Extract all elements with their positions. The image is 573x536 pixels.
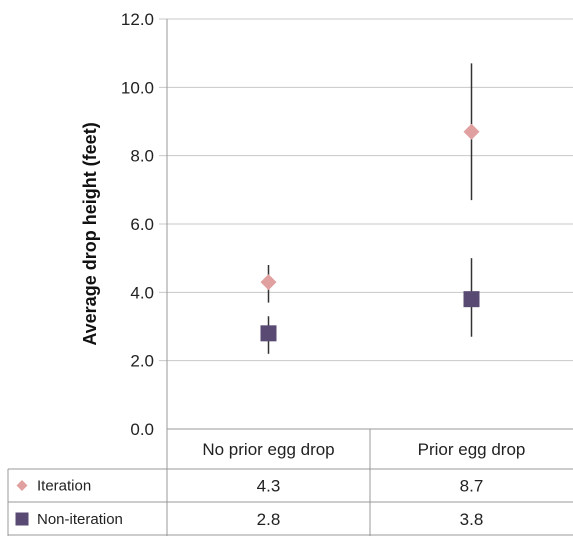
- y-tick-labels: 0.0 2.0 4.0 6.0 8.0 10.0 12.0: [121, 10, 154, 439]
- category-label: No prior egg drop: [202, 440, 334, 459]
- y-tick-label: 12.0: [121, 10, 154, 29]
- iteration-point: [260, 274, 277, 291]
- non-iteration-point: [463, 291, 480, 308]
- table-value: 4.3: [257, 477, 281, 496]
- gridlines: [159, 18, 573, 362]
- y-tick-label: 2.0: [130, 352, 154, 371]
- y-tick-label: 8.0: [130, 147, 154, 166]
- non-iteration-point: [260, 325, 277, 342]
- y-tick-label: 0.0: [130, 420, 154, 439]
- y-tick-label: 10.0: [121, 78, 154, 97]
- data-table: No prior egg drop Prior egg drop Iteration…: [7, 428, 573, 536]
- error-bars: [267, 63, 473, 354]
- y-axis-label: Average drop height (feet): [80, 122, 100, 345]
- table-value: 8.7: [460, 477, 484, 496]
- legend-label: Iteration: [37, 478, 91, 495]
- legend-key-iteration: [16, 480, 28, 491]
- iteration-point: [463, 123, 480, 140]
- table-value: 2.8: [257, 510, 281, 529]
- y-tick-label: 4.0: [130, 283, 154, 302]
- table-value: 3.8: [460, 510, 484, 529]
- data-markers: [260, 123, 480, 342]
- legend-key-non-iteration: [15, 512, 29, 526]
- legend-label: Non-iteration: [37, 511, 123, 528]
- category-label: Prior egg drop: [418, 440, 526, 459]
- y-tick-label: 6.0: [130, 215, 154, 234]
